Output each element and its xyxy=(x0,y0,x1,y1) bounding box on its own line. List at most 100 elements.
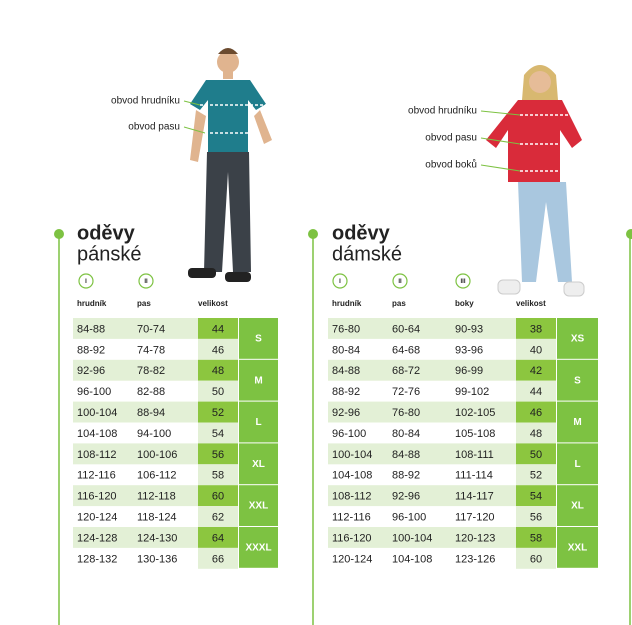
table-cell: 92-96 xyxy=(332,407,360,419)
table-cell: 88-92 xyxy=(77,344,105,356)
size-cell xyxy=(516,485,556,507)
row-shade xyxy=(328,485,516,507)
section-subtitle: dámské xyxy=(332,243,402,265)
column-header: boky xyxy=(455,299,474,308)
column-header: hrudník xyxy=(332,299,362,308)
dot xyxy=(626,229,632,239)
table-cell: 106-112 xyxy=(137,470,177,482)
table-cell: 72-76 xyxy=(392,386,420,398)
table-cell: 42 xyxy=(530,365,542,377)
table-cell: 100-104 xyxy=(392,532,432,544)
size-label: M xyxy=(254,375,262,386)
row-shade xyxy=(328,527,516,548)
table-cell: 96-100 xyxy=(332,428,366,440)
size-block xyxy=(557,443,598,485)
row-shade xyxy=(73,527,198,548)
size-label: XXXL xyxy=(245,543,271,554)
man-figure xyxy=(188,48,272,282)
table-cell: 70-74 xyxy=(137,323,165,335)
table-cell: 56 xyxy=(212,449,224,461)
size-cell xyxy=(516,318,556,339)
callout-label: obvod pasu xyxy=(425,133,477,144)
row-shade xyxy=(73,401,198,423)
table-cell: 108-112 xyxy=(77,449,117,461)
table-cell: 100-106 xyxy=(137,449,177,461)
table-cell: 82-88 xyxy=(137,386,165,398)
table-cell: 112-118 xyxy=(137,491,176,503)
table-cell: 100-104 xyxy=(332,449,372,461)
size-label: XL xyxy=(571,501,584,512)
table-cell: 60 xyxy=(530,553,542,565)
marker-circle xyxy=(392,273,408,289)
size-cell xyxy=(198,506,238,527)
table-cell: 108-112 xyxy=(332,491,372,503)
woman-figure xyxy=(486,65,585,297)
column-header: pas xyxy=(137,299,151,308)
section-subtitle: pánské xyxy=(77,243,142,265)
table-cell: 46 xyxy=(212,344,224,356)
table-cell: 104-108 xyxy=(77,428,117,440)
table-cell: 124-130 xyxy=(137,532,177,544)
marker-label: III xyxy=(460,279,465,285)
table-cell: 52 xyxy=(212,407,224,419)
size-label: M xyxy=(573,417,581,428)
marker-circle xyxy=(78,273,94,289)
column-header: velikost xyxy=(516,299,546,308)
table-cell: 120-123 xyxy=(455,532,495,544)
callout-line xyxy=(480,110,521,116)
table-cell: 64 xyxy=(212,532,224,544)
dot xyxy=(54,229,64,239)
table-cell: 96-100 xyxy=(392,511,426,523)
marker-label: I xyxy=(85,279,87,285)
marker-label: I xyxy=(339,279,341,285)
table-cell: 54 xyxy=(212,428,224,440)
table-cell: 111-114 xyxy=(455,470,493,482)
size-cell xyxy=(198,401,238,423)
size-cell xyxy=(516,506,556,527)
row-shade xyxy=(73,359,198,381)
size-cell xyxy=(198,380,238,402)
table-cell: 118-124 xyxy=(137,511,177,523)
table-cell: 84-88 xyxy=(332,365,360,377)
table-cell: 54 xyxy=(530,491,542,503)
size-cell xyxy=(516,464,556,486)
table-cell: 76-80 xyxy=(392,407,420,419)
table-cell: 93-96 xyxy=(455,344,483,356)
size-cell xyxy=(198,338,238,360)
table-cell: 96-99 xyxy=(455,365,483,377)
row-shade xyxy=(73,318,198,339)
column-header: velikost xyxy=(198,299,228,308)
size-cell xyxy=(516,380,556,402)
size-cell xyxy=(198,464,238,486)
table-cell: 94-100 xyxy=(137,428,171,440)
section-title: oděvy xyxy=(332,222,391,244)
table-cell: 102-105 xyxy=(455,407,495,419)
table-cell: 114-117 xyxy=(455,491,494,503)
table-cell: 116-120 xyxy=(77,491,117,503)
callout-label: obvod hrudníku xyxy=(111,96,180,107)
table-cell: 116-120 xyxy=(332,532,372,544)
table-cell: 124-128 xyxy=(77,532,117,544)
row-shade xyxy=(328,318,516,339)
size-cell xyxy=(198,527,238,548)
marker-circle xyxy=(455,273,471,289)
size-block xyxy=(557,485,598,526)
table-cell: 130-136 xyxy=(137,553,177,565)
size-label: S xyxy=(255,334,262,345)
size-label: XXL xyxy=(249,501,268,512)
callout-label: obvod pasu xyxy=(128,122,180,133)
table-cell: 46 xyxy=(530,407,542,419)
callout-line xyxy=(183,100,201,106)
size-block xyxy=(239,527,278,568)
size-block xyxy=(239,443,278,485)
table-cell: 38 xyxy=(530,323,542,335)
table-cell: 104-108 xyxy=(332,470,372,482)
table-cell: 92-96 xyxy=(392,491,420,503)
table-cell: 74-78 xyxy=(137,344,165,356)
section-title: oděvy xyxy=(77,222,136,244)
table-cell: 80-84 xyxy=(332,344,360,356)
size-block xyxy=(239,359,278,401)
column-header: pas xyxy=(392,299,406,308)
size-cell xyxy=(516,359,556,381)
size-cell xyxy=(198,443,238,465)
